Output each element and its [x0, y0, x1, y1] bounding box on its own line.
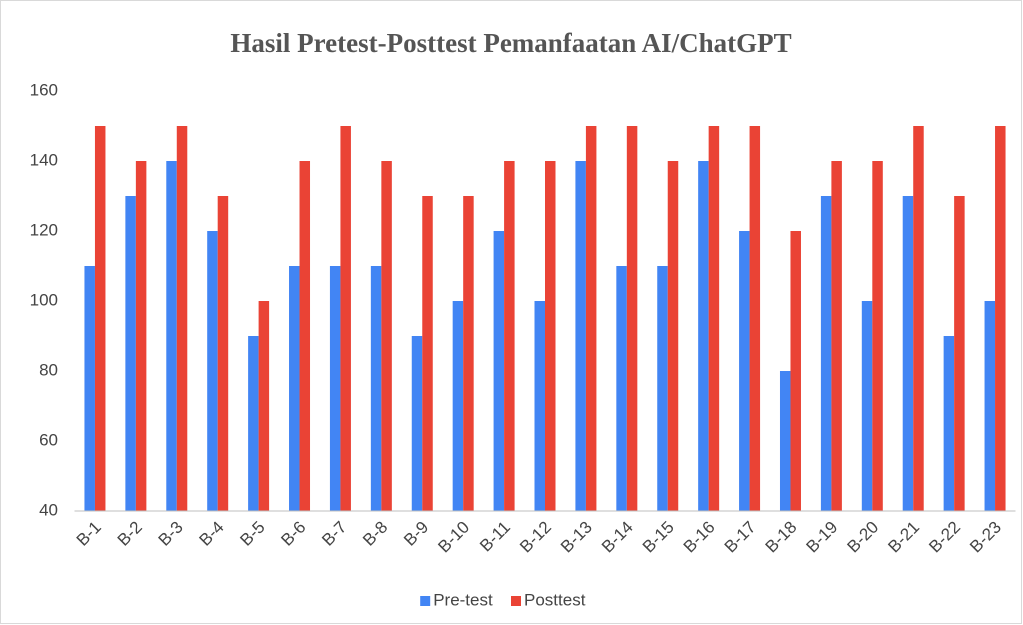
- legend-label: Posttest: [524, 590, 586, 609]
- bar: [626, 126, 638, 511]
- bar: [616, 266, 627, 511]
- bar: [248, 336, 259, 511]
- bar: [289, 266, 300, 511]
- bar: [217, 196, 229, 511]
- bar: [698, 161, 709, 511]
- bar: [452, 301, 464, 511]
- y-tick-label: 100: [30, 290, 58, 309]
- bar: [545, 161, 556, 511]
- bar: [995, 126, 1006, 511]
- bar: [463, 196, 474, 511]
- y-tick-label: 40: [39, 500, 58, 519]
- bar: [984, 301, 996, 511]
- y-tick-label: 80: [39, 360, 58, 379]
- bar: [943, 336, 955, 511]
- bar: [135, 161, 147, 511]
- bar: [84, 266, 95, 511]
- bar: [493, 231, 505, 511]
- bar: [340, 126, 351, 511]
- bar: [381, 161, 392, 511]
- bar: [913, 126, 924, 511]
- bar: [861, 301, 873, 511]
- bar: [820, 196, 832, 511]
- bar: [166, 161, 177, 511]
- y-tick-label: 140: [30, 150, 58, 169]
- y-tick-label: 160: [30, 80, 58, 99]
- bar: [790, 231, 801, 511]
- bar: [575, 161, 586, 511]
- y-tick-label: 120: [30, 220, 58, 239]
- bar: [739, 231, 750, 511]
- bar: [831, 161, 842, 511]
- bar: [207, 231, 218, 511]
- legend-swatch: [511, 596, 521, 606]
- y-tick-label: 60: [39, 430, 58, 449]
- bar: [299, 161, 311, 511]
- bar: [749, 126, 761, 511]
- bar: [585, 126, 597, 511]
- bar: [176, 126, 188, 511]
- bar: [504, 161, 515, 511]
- bar: [902, 196, 914, 511]
- bar: [954, 196, 965, 511]
- chart-title: Hasil Pretest-Posttest Pemanfaatan AI/Ch…: [230, 28, 791, 58]
- legend-label: Pre-test: [433, 590, 493, 609]
- bar: [534, 301, 545, 511]
- bar: [667, 161, 679, 511]
- bar: [258, 301, 270, 511]
- bar: [872, 161, 883, 511]
- bar: [125, 196, 136, 511]
- bar: [422, 196, 433, 511]
- bar: [708, 126, 720, 511]
- bar: [411, 336, 423, 511]
- legend-swatch: [420, 596, 431, 606]
- bar: [657, 266, 668, 511]
- bar: [329, 266, 341, 511]
- bar: [94, 126, 106, 511]
- bar: [370, 266, 382, 511]
- bar: [779, 371, 791, 511]
